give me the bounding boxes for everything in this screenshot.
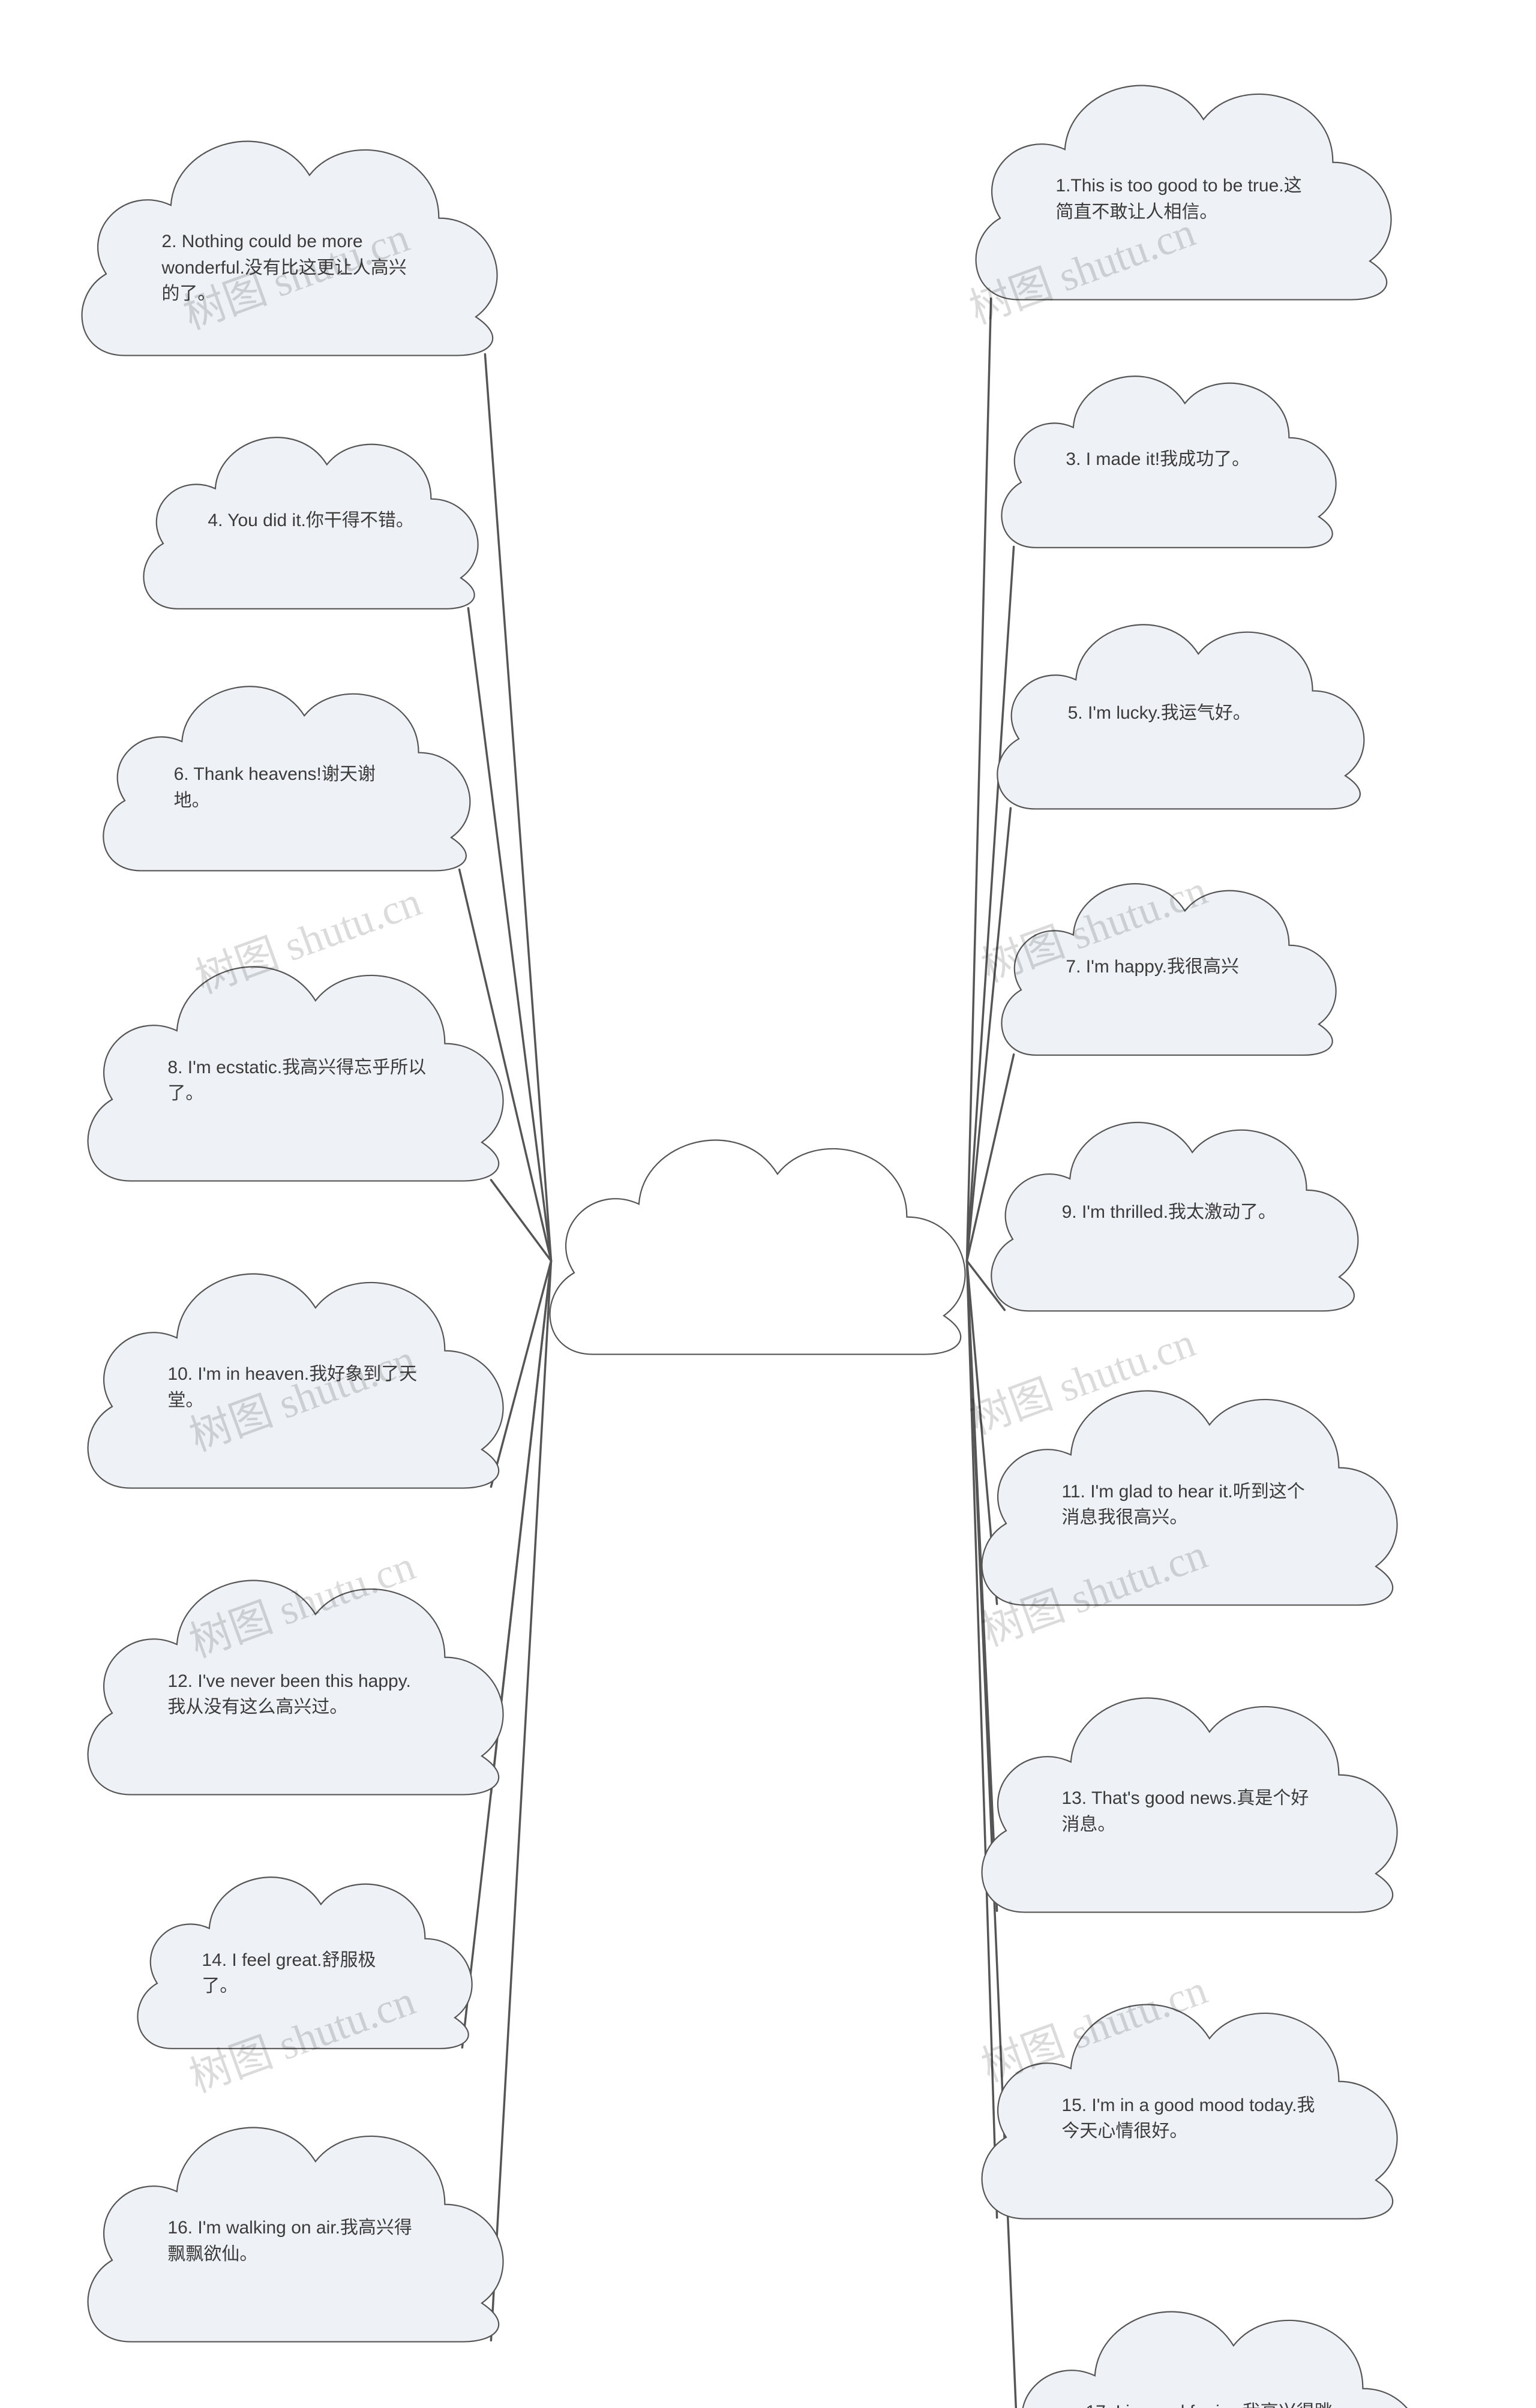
cloud-n16-text: 16. I'm walking on air.我高兴得飘飘欲仙。 xyxy=(167,2215,426,2267)
cloud-n12-text: 12. I've never been this happy.我从没有这么高兴过… xyxy=(167,1668,426,1721)
cloud-n6-text: 6. Thank heavens!谢天谢地。 xyxy=(174,761,403,813)
cloud-n4: 4. You did it.你干得不错。 xyxy=(126,396,498,619)
cloud-n14: 14. I feel great.舒服极了。 xyxy=(120,1836,492,2059)
cloud-n11-text: 11. I'm glad to hear it.听到这个消息我很高兴。 xyxy=(1061,1479,1320,1531)
cloud-n3: 3. I made it!我成功了。 xyxy=(984,335,1356,558)
cloud-n1-text: 1.This is too good to be true.这简直不敢让人相信。 xyxy=(1055,173,1314,225)
cloud-n9: 9. I'm thrilled.我太激动了。 xyxy=(972,1077,1380,1322)
cloud-n13: 13. That's good news.真是个好消息。 xyxy=(960,1646,1422,1925)
center-cloud xyxy=(528,1088,990,1367)
cloud-n11: 11. I'm glad to hear it.听到这个消息我很高兴。 xyxy=(960,1339,1422,1618)
cloud-n15: 15. I'm in a good mood today.我今天心情很好。 xyxy=(960,1953,1422,2232)
cloud-n17-text: 17. I jumped for joy.我高兴得跳了起来。 xyxy=(1085,2399,1344,2408)
cloud-n12: 12. I've never been this happy.我从没有这么高兴过… xyxy=(66,1529,528,1807)
cloud-n15-text: 15. I'm in a good mood today.我今天心情很好。 xyxy=(1061,2092,1320,2145)
cloud-n6: 6. Thank heavens!谢天谢地。 xyxy=(84,642,492,882)
cloud-n13-text: 13. That's good news.真是个好消息。 xyxy=(1061,1785,1320,1837)
cloud-n2-text: 2. Nothing could be more wonderful.没有比这更… xyxy=(161,229,420,307)
cloud-n5-text: 5. I'm lucky.我运气好。 xyxy=(1068,700,1297,726)
cloud-n8-text: 8. I'm ecstatic.我高兴得忘乎所以了。 xyxy=(167,1055,426,1107)
cloud-n17: 17. I jumped for joy.我高兴得跳了起来。 xyxy=(984,2260,1446,2408)
cloud-n10: 10. I'm in heaven.我好象到了天堂。 xyxy=(66,1222,528,1501)
cloud-n4-text: 4. You did it.你干得不错。 xyxy=(208,508,416,534)
cloud-n1: 1.This is too good to be true.这简直不敢让人相信。 xyxy=(954,34,1416,313)
cloud-n8: 8. I'm ecstatic.我高兴得忘乎所以了。 xyxy=(66,915,528,1194)
cloud-n9-text: 9. I'm thrilled.我太激动了。 xyxy=(1062,1199,1291,1226)
cloud-n16: 16. I'm walking on air.我高兴得飘飘欲仙。 xyxy=(66,2076,528,2355)
cloud-n5: 5. I'm lucky.我运气好。 xyxy=(978,580,1386,820)
cloud-n2: 2. Nothing could be more wonderful.没有比这更… xyxy=(60,89,522,368)
cloud-n7: 7. I'm happy.我很高兴 xyxy=(984,842,1356,1065)
cloud-n14-text: 14. I feel great.舒服极了。 xyxy=(202,1947,410,1999)
mindmap-canvas: 1.This is too good to be true.这简直不敢让人相信。… xyxy=(0,0,1536,2408)
cloud-n3-text: 3. I made it!我成功了。 xyxy=(1066,446,1274,473)
cloud-n10-text: 10. I'm in heaven.我好象到了天堂。 xyxy=(167,1361,426,1413)
cloud-n7-text: 7. I'm happy.我很高兴 xyxy=(1066,954,1274,980)
